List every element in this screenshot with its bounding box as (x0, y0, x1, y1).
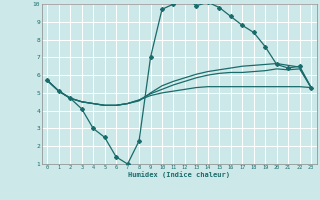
X-axis label: Humidex (Indice chaleur): Humidex (Indice chaleur) (128, 171, 230, 178)
